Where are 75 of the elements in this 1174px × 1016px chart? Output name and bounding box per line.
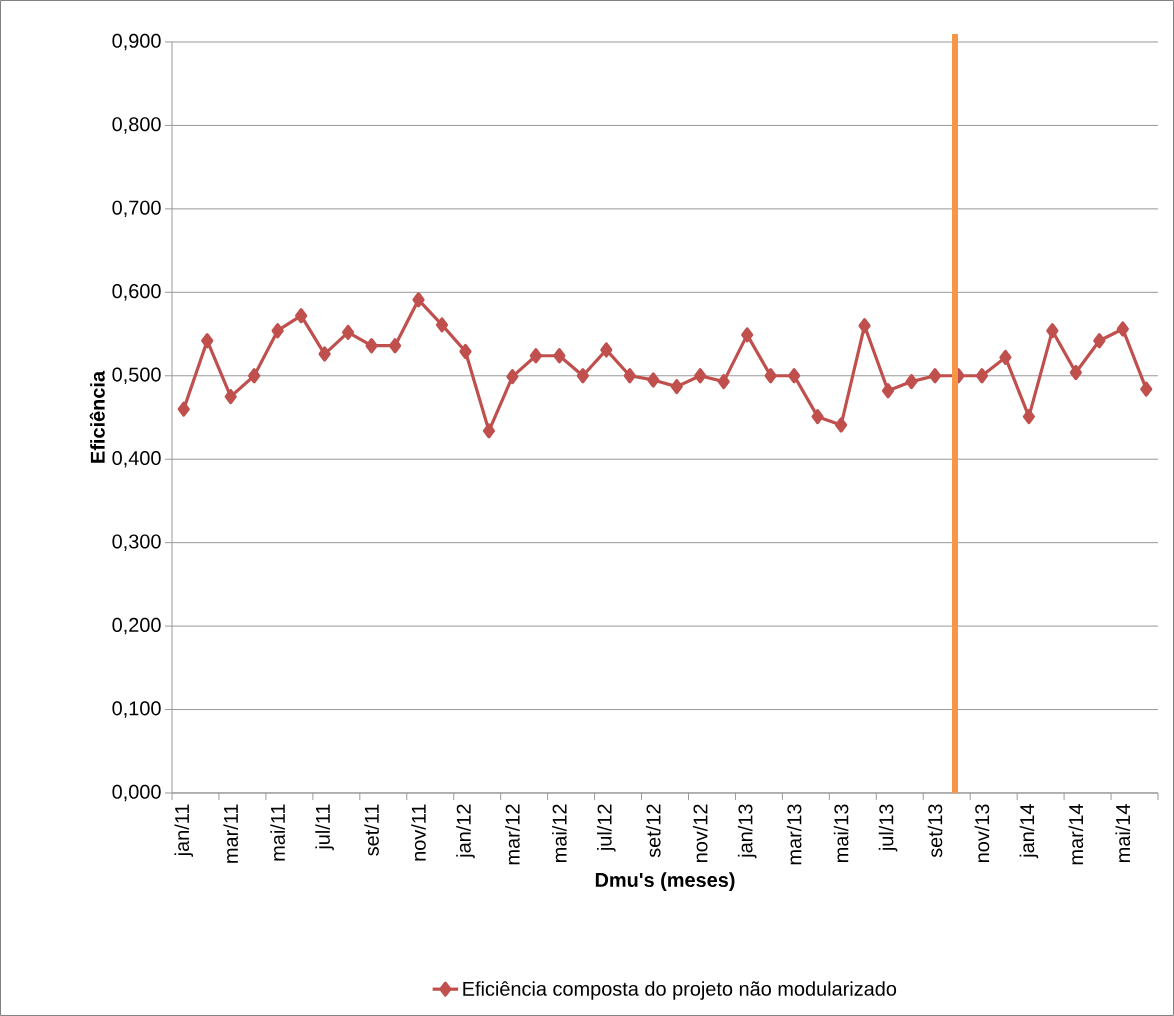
- point: [623, 368, 636, 384]
- point: [858, 318, 871, 334]
- legend-label: Eficiência composta do projeto não modularizado: [463, 981, 897, 1000]
- x-tick-label: mar/14: [1068, 804, 1084, 865]
- x-tick-label: jan/13: [737, 804, 757, 859]
- point: [1093, 333, 1106, 349]
- y-tick-label: 0,500: [112, 367, 161, 384]
- x-tick-label: mar/11: [223, 804, 239, 863]
- x-tick-label: jul/12: [597, 804, 616, 852]
- point: [811, 409, 824, 425]
- point: [341, 324, 355, 340]
- x-tick-label: jul/11: [315, 804, 334, 851]
- point: [1069, 364, 1082, 381]
- y-tick-label: 0,300: [112, 534, 161, 551]
- point: [788, 368, 801, 384]
- point: [295, 308, 308, 324]
- point: [506, 369, 519, 385]
- point: [670, 379, 683, 395]
- point: [412, 292, 425, 308]
- x-tick-label: nov/12: [692, 804, 708, 862]
- point: [201, 333, 214, 349]
- point: [529, 348, 542, 364]
- point: [365, 338, 378, 354]
- point: [764, 368, 777, 384]
- y-tick-label: 0,700: [112, 200, 161, 218]
- point: [741, 327, 754, 343]
- point: [600, 342, 613, 358]
- point: [694, 368, 707, 384]
- point: [482, 423, 496, 439]
- y-tick-label: 0,900: [112, 33, 161, 51]
- y-axis-title: Eficiência: [89, 370, 105, 463]
- point: [834, 417, 848, 433]
- point: [388, 338, 402, 354]
- point: [553, 348, 566, 364]
- x-tick-label: mai/12: [552, 804, 567, 862]
- y-tick-label: 0,100: [112, 701, 161, 718]
- point: [271, 323, 284, 339]
- y-tick-label: 0,000: [112, 784, 161, 802]
- x-tick-label: mar/12: [505, 804, 520, 865]
- point: [999, 349, 1012, 365]
- x-tick-label: mar/13: [786, 804, 802, 865]
- x-tick-label: nov/11: [411, 804, 426, 861]
- point: [318, 346, 331, 362]
- point: [435, 317, 449, 333]
- point: [177, 401, 190, 417]
- point: [1022, 409, 1035, 425]
- x-tick-label: jan/14: [1019, 804, 1039, 859]
- x-tick-label: jan/12: [456, 804, 475, 859]
- point: [248, 368, 261, 384]
- x-tick-label: set/12: [645, 804, 661, 858]
- point: [224, 389, 237, 405]
- point: [928, 368, 942, 384]
- point: [647, 372, 660, 388]
- point: [1046, 323, 1059, 339]
- x-tick-label: jan/11: [174, 804, 194, 857]
- y-tick-label: 0,800: [112, 117, 161, 134]
- x-tick-label: set/13: [927, 804, 943, 858]
- point: [717, 374, 730, 390]
- x-axis-title: Dmu's (meses): [595, 872, 735, 891]
- x-tick-label: mai/13: [833, 804, 849, 862]
- point: [459, 343, 472, 360]
- point: [905, 374, 918, 390]
- y-tick-label: 0,200: [112, 617, 161, 635]
- point: [975, 368, 989, 384]
- y-tick-label: 0,400: [112, 450, 161, 468]
- x-tick-label: mai/11: [270, 804, 285, 861]
- x-tick-label: nov/13: [974, 804, 990, 862]
- x-tick-label: jul/13: [878, 804, 898, 852]
- x-tick-label: mai/14: [1115, 804, 1131, 862]
- x-tick-label: set/11: [364, 804, 379, 856]
- point: [1116, 321, 1129, 337]
- point: [881, 383, 895, 399]
- point: [1140, 381, 1153, 397]
- point: [576, 368, 589, 384]
- y-tick-label: 0,600: [112, 284, 161, 301]
